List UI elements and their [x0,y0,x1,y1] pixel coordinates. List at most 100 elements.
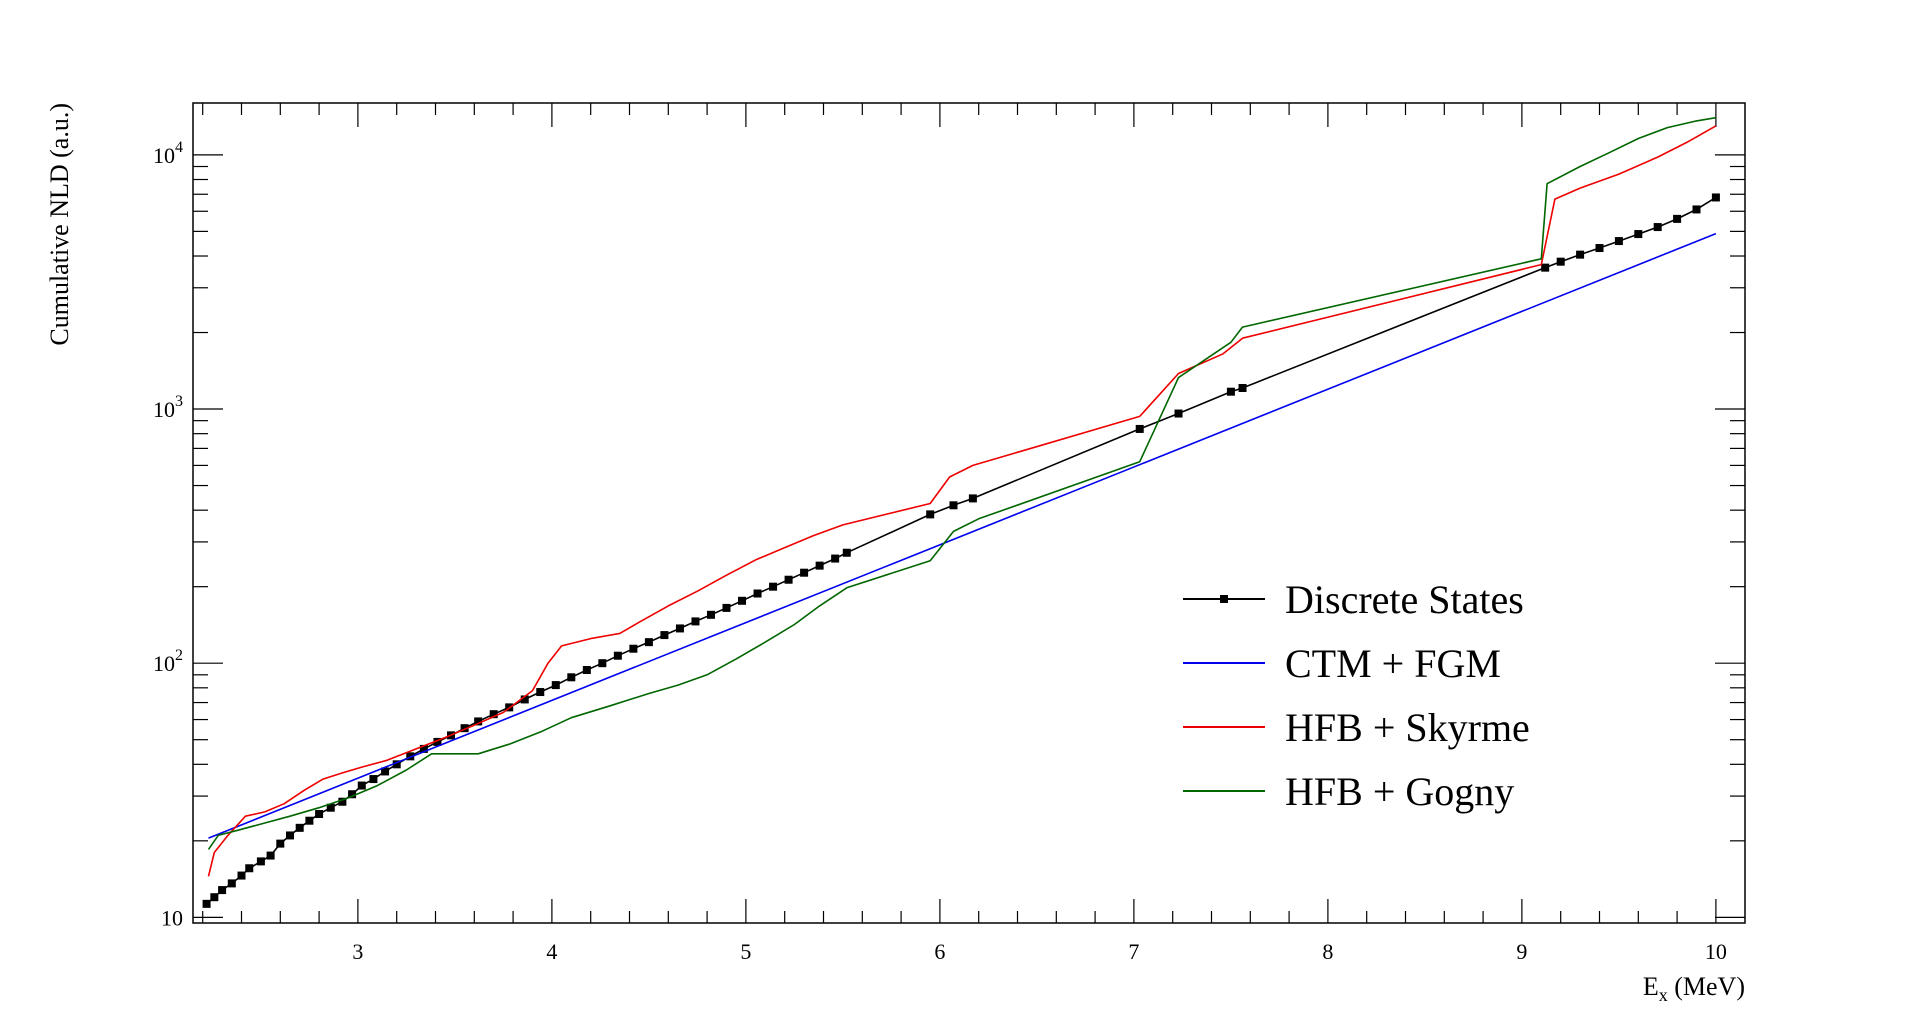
data-point-discrete-states [691,617,700,626]
data-point-discrete-states [237,871,246,880]
data-point-discrete-states [613,651,622,660]
data-point-discrete-states [210,893,219,902]
data-point-discrete-states [1614,237,1623,246]
data-point-discrete-states [536,688,545,697]
data-point-discrete-states [675,624,684,633]
data-point-discrete-states [769,582,778,591]
data-point-discrete-states [629,644,638,653]
x-axis-title: Ex (MeV) [1643,972,1745,1005]
data-point-discrete-states [202,899,211,908]
data-point-discrete-states [474,717,483,726]
data-point-discrete-states [1576,250,1585,259]
x-tick-label: 10 [1705,939,1727,964]
data-point-discrete-states [800,568,809,577]
data-point-discrete-states [815,561,824,570]
data-point-discrete-states [256,857,265,866]
data-point-discrete-states [926,510,935,519]
data-point-discrete-states [369,775,378,784]
x-tick-label: 3 [352,939,363,964]
data-point-discrete-states [338,797,347,806]
data-point-discrete-states [1541,263,1550,272]
data-point-discrete-states [738,596,747,605]
data-point-discrete-states [381,767,390,776]
data-point-discrete-states [433,737,442,746]
x-axis-title-subscript: x [1659,985,1668,1005]
data-point-discrete-states [1595,244,1604,253]
x-tick-label: 6 [934,939,945,964]
data-point-discrete-states [1692,205,1701,214]
data-point-discrete-states [286,831,294,840]
data-point-discrete-states [1711,193,1720,202]
data-point-discrete-states [1653,223,1662,232]
data-point-discrete-states [460,724,469,733]
y-tick-label: 10 [161,905,183,930]
x-axis-title-unit: (MeV) [1668,972,1745,1001]
data-point-discrete-states [784,575,793,584]
legend: Discrete States CTM + FGM HFB + Skyrme H… [1183,577,1530,814]
data-point-discrete-states [520,695,529,704]
data-point-discrete-states [266,851,275,860]
data-point-discrete-states [1174,409,1183,418]
legend-label-hfb-gogny: HFB + Gogny [1285,769,1514,814]
y-tick-label-exponent: 3 [175,393,183,410]
data-point-discrete-states [245,864,254,873]
x-tick-label: 4 [546,939,557,964]
data-point-discrete-states [582,666,591,675]
data-point-discrete-states [644,638,653,647]
data-point-discrete-states [1226,387,1235,396]
legend-label-ctm-fgm: CTM + FGM [1285,641,1501,686]
y-tick-label-exponent: 4 [175,139,183,156]
data-point-discrete-states [1556,257,1565,266]
data-point-discrete-states [1238,383,1247,392]
data-point-discrete-states [419,744,428,753]
data-point-discrete-states [831,554,840,563]
data-point-discrete-states [706,610,715,619]
data-point-discrete-states [1673,214,1682,223]
data-point-discrete-states [660,631,669,640]
legend-marker-discrete-states [1220,595,1228,603]
y-tick-label-base: 10 [153,143,175,168]
data-point-discrete-states [276,839,285,848]
data-point-discrete-states [357,781,366,790]
y-tick-label-base: 10 [153,397,175,422]
data-point-discrete-states [227,879,236,888]
data-point-discrete-states [753,589,762,598]
data-point-discrete-states [722,603,731,612]
series-line-hfb-skyrme [207,125,1717,877]
legend-label-discrete-states: Discrete States [1285,577,1524,622]
y-tick-label: 102 [153,647,183,676]
plot-frame [192,102,1746,924]
data-point-discrete-states [218,886,227,895]
data-point-discrete-states [1135,424,1144,433]
series-line-ctm-fgm [208,232,1717,839]
series-line-hfb-gogny [207,116,1717,850]
data-point-discrete-states [326,803,335,812]
data-point-discrete-states [348,790,357,799]
x-tick-label: 9 [1516,939,1527,964]
data-point-discrete-states [295,823,304,832]
y-tick-label-base: 10 [153,651,175,676]
data-point-discrete-states [968,494,977,503]
series-group [202,116,1720,908]
y-tick-label-exponent: 2 [175,647,183,664]
data-point-discrete-states [949,501,958,510]
y-tick-label-base: 10 [161,905,183,930]
data-point-discrete-states [842,548,851,557]
x-tick-label: 7 [1128,939,1139,964]
x-tick-label: 8 [1322,939,1333,964]
data-point-discrete-states [392,760,401,769]
data-point-discrete-states [305,816,314,825]
data-point-discrete-states [598,659,607,668]
data-point-discrete-states [1634,230,1643,239]
data-point-discrete-states [315,810,324,819]
data-point-discrete-states [551,681,560,690]
y-tick-label: 103 [153,393,183,422]
y-tick-label: 104 [153,139,183,168]
data-point-discrete-states [489,710,498,719]
x-axis-title-main: E [1643,972,1659,1001]
x-tick-label: 5 [740,939,751,964]
y-axis-title: Cumulative NLD (a.u.) [45,103,74,346]
legend-label-hfb-skyrme: HFB + Skyrme [1285,705,1530,750]
